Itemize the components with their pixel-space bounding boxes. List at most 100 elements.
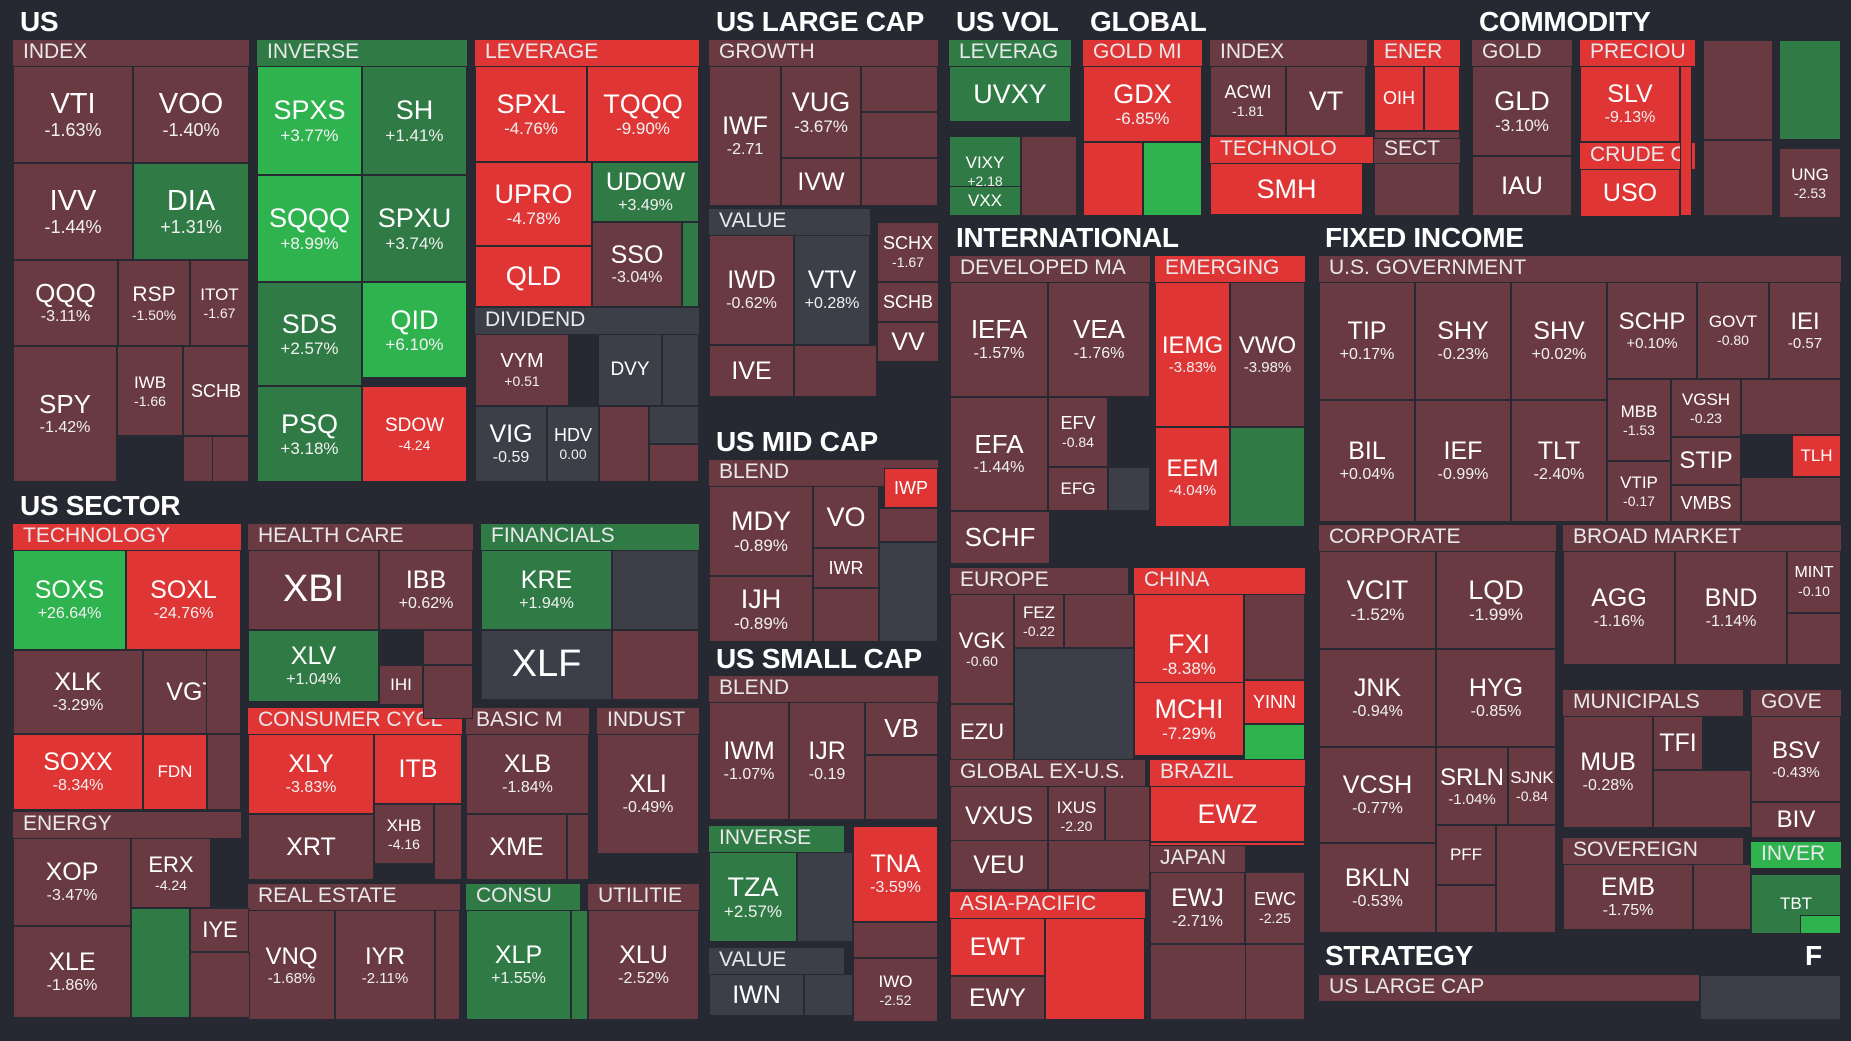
- ticker-tile-bnd[interactable]: BND -1.14%: [1675, 551, 1787, 665]
- ticker-tile-tlh[interactable]: TLH: [1792, 435, 1841, 477]
- ticker-tile-mbb[interactable]: MBB -1.53: [1607, 379, 1671, 461]
- small-tile[interactable]: [861, 112, 938, 158]
- ticker-tile-vgk[interactable]: VGK -0.60: [950, 594, 1014, 704]
- ticker-tile-sds[interactable]: SDS +2.57%: [257, 282, 362, 386]
- ticker-tile-xli[interactable]: XLI -0.49%: [597, 734, 699, 854]
- ticker-tile-tna[interactable]: TNA -3.59%: [853, 826, 938, 922]
- small-tile[interactable]: [861, 66, 938, 112]
- ticker-tile-shv[interactable]: SHV +0.02%: [1511, 282, 1607, 400]
- small-tile[interactable]: [1150, 842, 1305, 846]
- small-tile[interactable]: [1653, 770, 1751, 828]
- small-tile[interactable]: [571, 910, 588, 1020]
- ticker-tile-vug[interactable]: VUG -3.67%: [781, 66, 861, 158]
- small-tile[interactable]: [797, 852, 853, 942]
- ticker-tile-ief[interactable]: IEF -0.99%: [1415, 400, 1511, 522]
- ticker-tile-tbt[interactable]: TBT: [1751, 874, 1841, 934]
- ticker-tile-tfi[interactable]: TFI: [1653, 716, 1703, 770]
- ticker-tile-ihi[interactable]: IHI: [379, 665, 423, 705]
- small-tile[interactable]: [1693, 864, 1751, 930]
- ticker-tile-vo[interactable]: VO: [813, 486, 879, 548]
- small-tile[interactable]: [1800, 915, 1841, 934]
- small-tile[interactable]: [1680, 66, 1692, 216]
- ticker-tile-iei[interactable]: IEI -0.57: [1769, 282, 1841, 379]
- ticker-tile-iye[interactable]: IYE: [190, 908, 250, 952]
- ticker-tile-udow[interactable]: UDOW +3.49%: [592, 162, 699, 222]
- small-tile[interactable]: [1064, 594, 1134, 648]
- ticker-tile-xlf[interactable]: XLF: [481, 630, 612, 700]
- ticker-tile-qqq[interactable]: QQQ -3.11%: [13, 260, 118, 346]
- ticker-tile-soxx[interactable]: SOXX -8.34%: [13, 734, 143, 810]
- ticker-tile-smh[interactable]: SMH: [1210, 163, 1363, 215]
- small-tile[interactable]: [1787, 613, 1841, 665]
- ticker-tile-vig[interactable]: VIG -0.59: [475, 406, 547, 482]
- ticker-tile-efv[interactable]: EFV -0.84: [1048, 397, 1108, 467]
- ticker-tile-xbi[interactable]: XBI: [248, 550, 379, 630]
- ticker-tile-upro[interactable]: UPRO -4.78%: [475, 162, 592, 246]
- small-tile[interactable]: [190, 952, 250, 1018]
- ticker-tile-shy[interactable]: SHY -0.23%: [1415, 282, 1511, 400]
- ticker-tile-oih[interactable]: OIH: [1374, 66, 1424, 131]
- small-tile[interactable]: [804, 974, 853, 1016]
- ticker-tile-vv[interactable]: VV: [877, 322, 939, 362]
- ticker-tile-xly[interactable]: XLY -3.83%: [248, 734, 374, 814]
- ticker-tile-voo[interactable]: VOO -1.40%: [133, 66, 249, 163]
- ticker-tile-sqqq[interactable]: SQQQ +8.99%: [257, 175, 362, 282]
- ticker-tile-ijh[interactable]: IJH -0.89%: [709, 576, 813, 642]
- ticker-tile-mchi[interactable]: MCHI -7.29%: [1134, 682, 1244, 756]
- ticker-tile-spxl[interactable]: SPXL -4.76%: [475, 66, 587, 162]
- ticker-tile-schp[interactable]: SCHP +0.10%: [1607, 282, 1697, 379]
- ticker-tile-vmbs[interactable]: VMBS: [1671, 485, 1741, 522]
- ticker-tile-acwi[interactable]: ACWI -1.81: [1210, 66, 1286, 136]
- ticker-tile-ivw[interactable]: IVW: [781, 158, 861, 206]
- small-tile[interactable]: [1108, 467, 1150, 511]
- ticker-tile-iwo[interactable]: IWO -2.52: [853, 958, 938, 1022]
- small-tile[interactable]: [612, 550, 699, 630]
- ticker-tile-emb[interactable]: EMB -1.75%: [1563, 864, 1693, 930]
- ticker-tile-iwn[interactable]: IWN: [709, 974, 804, 1016]
- small-tile[interactable]: [1230, 427, 1305, 527]
- ticker-tile-ixus[interactable]: IXUS -2.20: [1048, 786, 1105, 846]
- ticker-tile-eem[interactable]: EEM -4.04%: [1155, 427, 1230, 527]
- ticker-tile-uvxy[interactable]: UVXY: [949, 66, 1071, 122]
- ticker-tile-ijr[interactable]: IJR -0.19: [789, 702, 865, 820]
- ticker-tile-govt[interactable]: GOVT -0.80: [1697, 282, 1769, 379]
- ticker-tile-iwb[interactable]: IWB -1.66: [117, 346, 183, 436]
- ticker-tile-srln[interactable]: SRLN -1.04%: [1436, 747, 1508, 825]
- ticker-tile-mub[interactable]: MUB -0.28%: [1563, 716, 1653, 828]
- ticker-tile-ung[interactable]: UNG -2.53: [1779, 148, 1841, 218]
- ticker-tile-kre[interactable]: KRE +1.94%: [481, 550, 612, 630]
- small-tile[interactable]: [599, 406, 649, 482]
- small-tile[interactable]: [1779, 40, 1841, 140]
- ticker-tile-fez[interactable]: FEZ -0.22: [1014, 594, 1064, 648]
- ticker-tile-ewz[interactable]: EWZ: [1150, 786, 1305, 842]
- ticker-tile-itb[interactable]: ITB: [374, 734, 462, 804]
- ticker-tile-spxs[interactable]: SPXS +3.77%: [257, 66, 362, 175]
- ticker-tile-vti[interactable]: VTI -1.63%: [13, 66, 133, 163]
- ticker-tile-vcsh[interactable]: VCSH -0.77%: [1319, 747, 1436, 843]
- small-tile[interactable]: [183, 436, 213, 482]
- ticker-tile-schx[interactable]: SCHX -1.67: [877, 222, 939, 282]
- small-tile[interactable]: [1703, 140, 1773, 216]
- ticker-tile-xlv[interactable]: XLV +1.04%: [248, 630, 379, 702]
- ticker-tile-iwr[interactable]: IWR: [813, 548, 879, 588]
- ticker-tile-bsv[interactable]: BSV -0.43%: [1751, 716, 1841, 802]
- ticker-tile-qid[interactable]: QID +6.10%: [362, 282, 467, 378]
- small-tile[interactable]: [207, 734, 241, 810]
- ticker-tile-xlu[interactable]: XLU -2.52%: [588, 910, 699, 1020]
- small-tile[interactable]: [879, 542, 938, 642]
- small-tile[interactable]: [879, 508, 938, 542]
- ticker-tile-agg[interactable]: AGG -1.16%: [1563, 551, 1675, 665]
- small-tile[interactable]: [649, 406, 699, 444]
- ticker-tile-iefa[interactable]: IEFA -1.57%: [950, 282, 1048, 397]
- small-tile[interactable]: [1374, 163, 1460, 216]
- ticker-tile-xle[interactable]: XLE -1.86%: [13, 926, 131, 1018]
- small-tile[interactable]: [1703, 40, 1773, 140]
- small-tile[interactable]: [1045, 918, 1145, 1020]
- small-tile[interactable]: [649, 444, 699, 482]
- small-tile[interactable]: [865, 755, 938, 820]
- small-tile[interactable]: [612, 630, 699, 700]
- ticker-tile-sso[interactable]: SSO -3.04%: [592, 222, 682, 307]
- small-tile[interactable]: [861, 158, 938, 206]
- ticker-tile-fdn[interactable]: FDN: [143, 734, 207, 810]
- small-tile[interactable]: [1741, 379, 1841, 435]
